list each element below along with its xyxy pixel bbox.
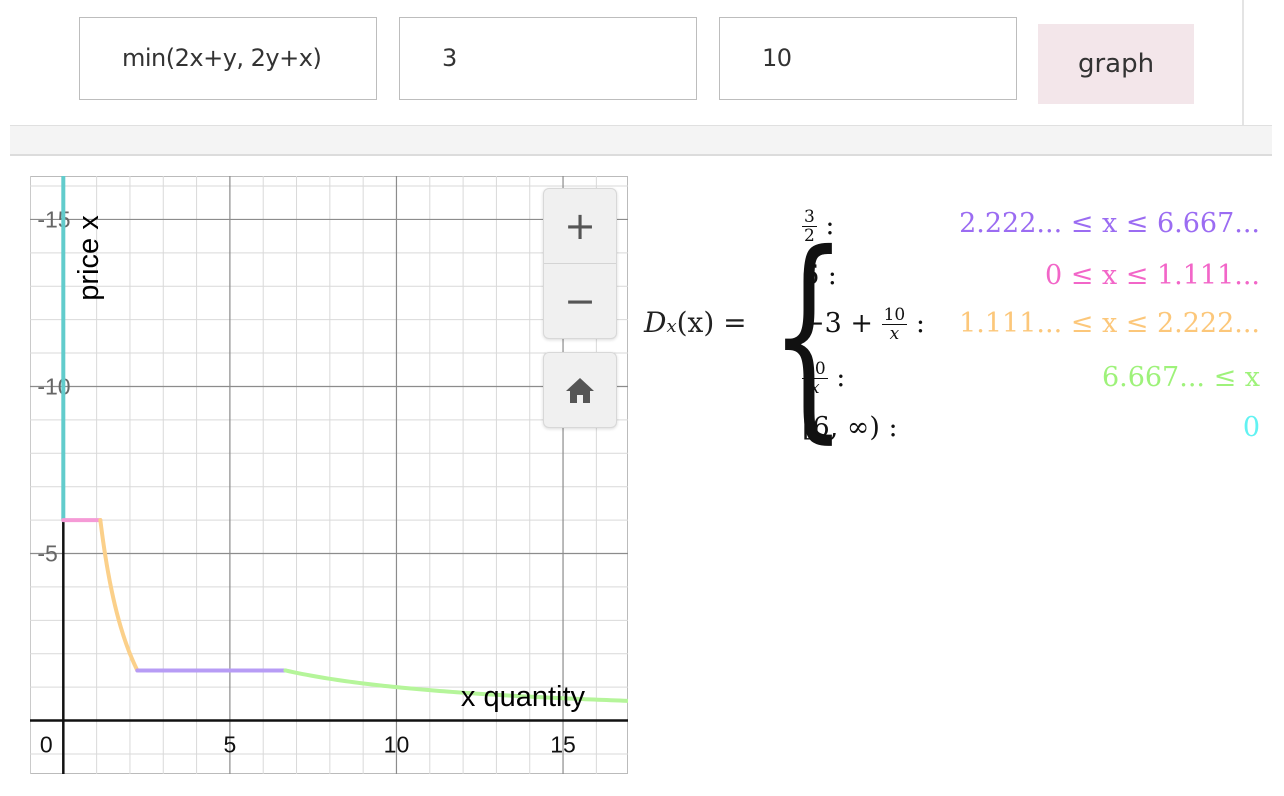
x-tick-label: 10	[384, 732, 410, 758]
case-condition: 0	[1242, 412, 1260, 443]
case-expression: −3 + 10 x :	[802, 305, 925, 344]
series-line-2	[98, 518, 140, 673]
minus-icon: −	[564, 279, 596, 323]
x-axis-label: x quantity	[461, 681, 586, 713]
panel-divider	[10, 125, 1272, 156]
y-tick-label: -15	[37, 206, 70, 232]
case-condition: 6.667... ≤ x	[1101, 362, 1260, 393]
utility-function-input[interactable]	[79, 17, 377, 100]
price-y-input[interactable]	[399, 17, 697, 100]
x-tick-label: 15	[550, 732, 576, 758]
home-control	[543, 352, 617, 428]
formula-argument: (x) =	[676, 306, 747, 339]
budget-input[interactable]	[719, 17, 1017, 100]
zoom-controls: + −	[543, 188, 617, 339]
left-brace: {	[770, 206, 847, 462]
x-tick-label: 5	[223, 732, 236, 758]
graph-button[interactable]: graph	[1038, 24, 1194, 104]
zoom-in-button[interactable]: +	[544, 189, 616, 263]
zoom-out-button[interactable]: −	[544, 263, 616, 338]
y-tick-label: -5	[37, 541, 57, 567]
case-expression: [6, ∞) :	[802, 412, 898, 443]
formula-lhs: Dx(x) =	[644, 306, 747, 339]
case-condition: 2.222... ≤ x ≤ 6.667...	[959, 208, 1260, 239]
case-condition: 1.111... ≤ x ≤ 2.222...	[959, 308, 1260, 339]
formula-symbol: D	[644, 306, 667, 339]
case-expression: 10 x :	[802, 359, 846, 398]
series-line-4	[283, 668, 628, 703]
case-condition: 0 ≤ x ≤ 1.111...	[1044, 260, 1260, 291]
y-axis-label: price x	[73, 215, 105, 301]
reset-view-button[interactable]	[544, 353, 616, 427]
plus-icon: +	[564, 204, 596, 248]
formula-subscript: x	[666, 316, 677, 337]
home-icon	[566, 378, 594, 403]
x-tick-label: 0	[40, 732, 53, 758]
y-tick-label: -10	[37, 373, 70, 399]
series-lines	[61, 176, 628, 703]
case-expression: 6 :	[802, 260, 837, 291]
demand-chart[interactable]: 0 5 10 15 -5 -10 -15 x quantity price x	[30, 176, 628, 774]
